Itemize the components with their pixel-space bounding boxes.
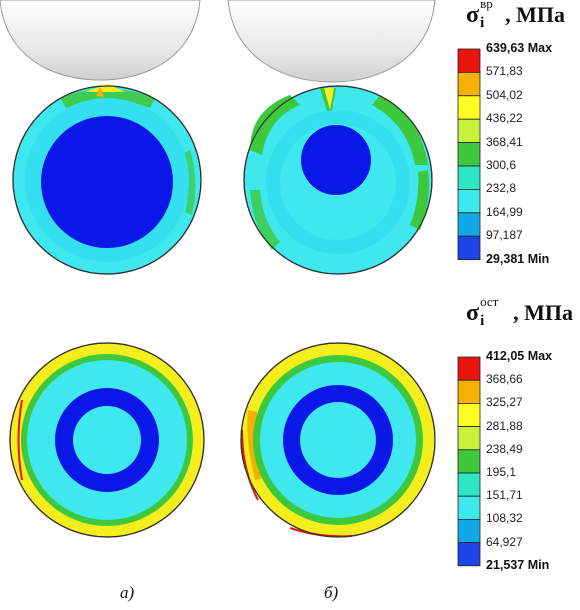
legend-swatch bbox=[457, 142, 481, 167]
legend-value-label: 97,187 bbox=[486, 228, 523, 243]
legend-swatch bbox=[457, 519, 481, 544]
legend-swatch bbox=[457, 95, 481, 120]
legend-value-label: 108,32 bbox=[486, 511, 523, 526]
legend-value-label: 300,6 bbox=[486, 158, 517, 172]
disk-working-a bbox=[12, 84, 202, 275]
legend-working-colorbar bbox=[457, 48, 481, 260]
legend-value-label: 164,99 bbox=[486, 204, 523, 219]
legend-value-label: 368,66 bbox=[486, 372, 523, 387]
legend-value-label: 195,1 bbox=[486, 465, 517, 479]
legend-swatch bbox=[457, 235, 481, 260]
legend-value-label: 29,381 Min bbox=[486, 251, 550, 266]
subscript-label: i bbox=[480, 313, 485, 329]
legend-residual-title: σ ост i , МПа bbox=[466, 294, 573, 329]
superscript-label: ост bbox=[480, 294, 499, 309]
roller-a bbox=[0, 0, 201, 81]
legend-value-label: 639,63 Max bbox=[486, 41, 553, 55]
unit-label: , МПа bbox=[505, 2, 565, 27]
legend-swatch bbox=[457, 212, 481, 237]
legend-working-title: σ вр i , МПа bbox=[466, 0, 565, 31]
legend-swatch bbox=[457, 426, 481, 451]
legend-value-label: 504,02 bbox=[486, 87, 523, 102]
unit-label: , МПа bbox=[513, 300, 573, 325]
disk-working-b bbox=[243, 85, 433, 275]
superscript-label: вр bbox=[480, 0, 493, 11]
legend-value-label: 412,05 Max bbox=[486, 349, 553, 363]
legend-value-label: 64,927 bbox=[486, 534, 523, 549]
legend-swatch bbox=[457, 165, 481, 190]
caption-b: б) bbox=[324, 583, 339, 602]
legend-swatch bbox=[457, 542, 481, 567]
legend-swatch bbox=[457, 495, 481, 520]
disk-residual-a bbox=[9, 342, 205, 538]
legend-swatch bbox=[457, 472, 481, 497]
legend-swatch bbox=[457, 402, 481, 427]
sigma-symbol: σ bbox=[466, 300, 480, 326]
legend-swatch bbox=[457, 118, 481, 143]
legend-value-label: 232,8 bbox=[486, 181, 517, 196]
legend-value-label: 281,88 bbox=[486, 418, 523, 433]
legend-swatch bbox=[457, 188, 481, 214]
legend-value-label: 21,537 Min bbox=[486, 557, 550, 572]
legend-value-label: 436,22 bbox=[486, 111, 523, 126]
legend-value-label: 571,83 bbox=[486, 64, 523, 79]
legend-value-label: 325,27 bbox=[486, 395, 523, 410]
legend-swatch bbox=[457, 48, 481, 73]
legend-value-label: 368,41 bbox=[486, 134, 523, 149]
subscript-label: i bbox=[480, 15, 485, 31]
legend-value-label: 238,49 bbox=[486, 441, 523, 456]
legend-swatch bbox=[457, 72, 481, 97]
roller-b bbox=[227, 0, 436, 83]
sigma-symbol: σ bbox=[466, 2, 480, 28]
legend-value-label: 151,71 bbox=[486, 488, 523, 503]
caption-a: а) bbox=[120, 583, 135, 602]
disk-residual-b bbox=[240, 342, 436, 538]
legend-residual-colorbar bbox=[457, 356, 481, 567]
legend-swatch bbox=[457, 379, 481, 404]
legend-swatch bbox=[457, 449, 481, 474]
legend-swatch bbox=[457, 356, 481, 381]
